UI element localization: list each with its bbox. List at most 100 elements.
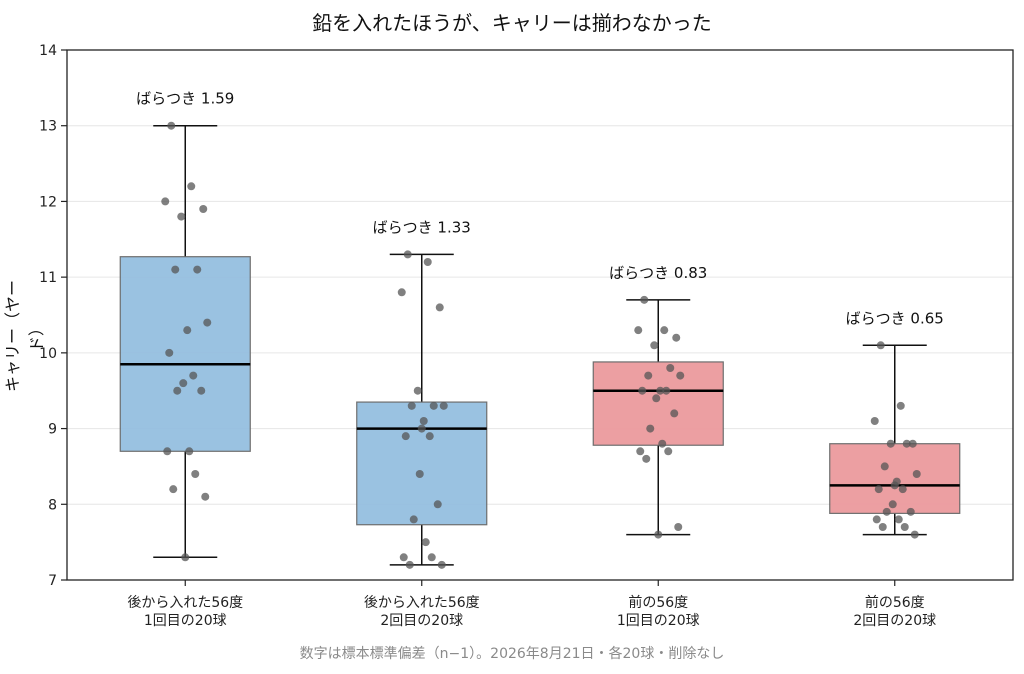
data-point (197, 386, 206, 395)
data-point (425, 432, 434, 441)
data-point (890, 481, 899, 490)
y-tick-label: 9 (48, 422, 57, 438)
data-point (896, 401, 905, 410)
data-point (872, 515, 881, 524)
data-point (397, 288, 406, 297)
data-point (433, 500, 442, 509)
data-point (676, 371, 685, 380)
data-point (435, 303, 444, 312)
y-tick-label: 8 (48, 497, 57, 513)
data-point (674, 523, 683, 531)
data-point (886, 439, 895, 448)
data-point (672, 333, 681, 342)
data-point (199, 205, 208, 213)
data-point (634, 326, 643, 335)
data-point (880, 462, 889, 471)
data-point (193, 265, 202, 274)
category-label-line1: 後から入れた56度 (364, 595, 480, 611)
data-point (894, 515, 903, 524)
data-point (189, 371, 198, 380)
data-point (654, 530, 663, 539)
data-point (167, 121, 176, 130)
chart-caption: 数字は標本標準偏差（n−1）。2026年8月21日・各20球・削除なし (299, 646, 725, 662)
data-point (662, 386, 671, 395)
data-point (439, 401, 448, 410)
data-point (177, 212, 186, 221)
data-point (910, 530, 919, 539)
data-point (419, 417, 428, 425)
data-point (201, 492, 210, 501)
data-point (403, 250, 412, 259)
category-label-line2: 2回目の20球 (853, 613, 936, 629)
data-point (888, 500, 897, 509)
data-point (423, 258, 432, 266)
data-point (650, 341, 659, 350)
data-point (656, 386, 665, 395)
data-point (658, 439, 667, 448)
data-point (912, 470, 921, 478)
iqr-box (119, 256, 251, 452)
data-point (644, 371, 653, 380)
data-point (407, 401, 416, 410)
spread-annotation: ばらつき 0.65 (846, 309, 944, 327)
data-point (187, 182, 196, 191)
iqr-box (592, 361, 724, 446)
data-point (161, 197, 170, 206)
data-point (670, 409, 679, 418)
data-point (642, 454, 651, 463)
data-point (179, 379, 188, 388)
data-point (870, 417, 879, 425)
y-tick-label: 12 (39, 194, 57, 210)
data-point (898, 485, 907, 494)
data-point (163, 447, 172, 456)
data-point (401, 432, 410, 441)
spread-annotation: ばらつき 1.59 (136, 90, 234, 108)
spread-annotation: ばらつき 1.33 (373, 218, 471, 236)
data-point (171, 265, 180, 274)
y-tick-label: 7 (48, 573, 57, 589)
data-point (399, 553, 408, 562)
data-point (666, 364, 675, 372)
category-label-line2: 1回目の20球 (617, 613, 700, 629)
data-point (660, 326, 669, 335)
data-point (203, 318, 212, 327)
data-point (173, 386, 182, 395)
data-point (664, 447, 673, 456)
data-point (874, 485, 883, 494)
data-point (429, 401, 438, 410)
data-point (169, 485, 178, 494)
data-point (405, 560, 414, 569)
category-label-line2: 1回目の20球 (144, 613, 227, 629)
y-tick-label: 13 (39, 119, 57, 135)
data-point (906, 507, 915, 516)
data-point (878, 523, 887, 531)
data-point (413, 386, 422, 395)
data-point (636, 447, 645, 456)
data-point (191, 470, 200, 478)
plot-frame (66, 49, 1014, 581)
data-point (900, 523, 909, 531)
data-point (417, 424, 426, 433)
data-point (882, 507, 891, 516)
data-point (185, 447, 194, 456)
data-point (902, 439, 911, 448)
data-point (437, 560, 446, 569)
category-label-line2: 2回目の20球 (380, 613, 463, 629)
y-tick-label: 11 (39, 270, 57, 286)
y-tick-label: 14 (39, 43, 57, 59)
data-point (409, 515, 418, 524)
category-label-line1: 前の56度 (865, 594, 925, 611)
data-point (640, 295, 649, 304)
spread-annotation: ばらつき 0.83 (609, 264, 707, 282)
category-label-line1: 前の56度 (628, 594, 688, 611)
category-label-line1: 後から入れた56度 (127, 595, 243, 611)
data-point (165, 348, 174, 357)
data-point (638, 386, 647, 395)
y-tick-label: 10 (39, 346, 57, 362)
data-point (427, 553, 436, 562)
data-point (421, 538, 430, 547)
data-point (646, 424, 655, 433)
data-point (876, 341, 885, 350)
data-point (181, 553, 190, 562)
